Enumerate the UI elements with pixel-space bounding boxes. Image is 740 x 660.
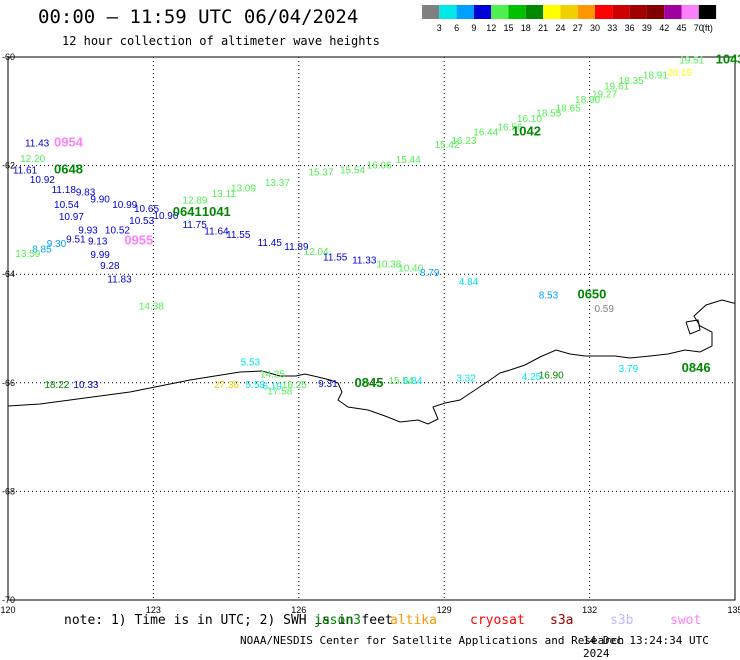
wave-height-label: 9.51 [66,235,86,246]
wave-height-label: 9.90 [90,195,110,206]
wave-height-label: 17.58 [267,387,292,398]
pass-time-label: 1042 [512,124,541,139]
wave-height-label: 11.55 [323,253,348,264]
wave-height-label: 10.54 [54,200,79,211]
wave-height-label: 27.36 [214,380,239,391]
wave-height-label: 14.38 [139,301,164,312]
y-tick-label: -60 [2,52,15,62]
lat-lon-grid [8,57,735,600]
wave-height-label: 16.44 [473,128,498,139]
wave-height-label: 20.15 [667,68,692,79]
x-tick-label: 132 [582,605,597,615]
wave-height-label: 8.53 [539,291,559,302]
satellite-legend-item: s3a [550,613,573,628]
wave-height-label: 13.37 [265,178,290,189]
footer-timestamp: 14 Dec 13:24:34 UTC 2024 [583,634,740,660]
x-tick-label: 120 [0,605,15,615]
wave-height-label: 10.53 [129,216,154,227]
wave-height-label: 16.06 [367,160,392,171]
wave-height-label: 11.33 [352,255,377,266]
wave-height-label: 10.33 [73,380,98,391]
wave-height-label: 11.18 [52,185,77,196]
footer-credit: NOAA/NESDIS Center for Satellite Applica… [240,634,624,647]
wave-height-label: 9.31 [318,379,338,390]
pass-time-label: 0648 [54,162,83,177]
pass-time-label: 0846 [682,360,711,375]
satellite-legend-item: jason3 [314,613,361,628]
wave-height-label: 6.84 [403,376,423,387]
wave-height-label: 9.13 [88,236,108,247]
satellite-legend-item: swot [670,613,701,628]
wave-height-label: 4.84 [459,277,479,288]
y-tick-label: -68 [2,486,15,496]
wave-height-label: 14.25 [260,369,285,380]
wave-height-label: 18.35 [619,76,644,87]
wave-height-label: 18.91 [643,71,668,82]
wave-height-label: 11.83 [107,274,132,285]
wave-height-label: 8.79 [420,268,440,279]
pass-time-label: 0845 [355,375,384,390]
wave-height-label: 16.90 [539,370,564,381]
wave-height-label: 13.59 [15,249,40,260]
y-tick-label: -66 [2,378,15,388]
pass-time-label: 0955 [124,232,153,247]
wave-height-label: 3.79 [619,364,639,375]
pass-time-label: 0641 [173,204,202,219]
y-tick-label: -70 [2,595,15,605]
x-tick-label: 135 [727,605,740,615]
wave-height-label: 3.32 [456,374,476,385]
wave-height-label: 19.51 [679,56,704,67]
wave-height-label: 15.37 [308,167,333,178]
satellite-legend-item: cryosat [470,613,525,628]
y-tick-label: -64 [2,269,15,279]
wave-height-label: 13.09 [231,184,256,195]
wave-height-label: 10.97 [59,212,84,223]
wave-height-label: 11.55 [226,230,251,241]
antarctic-coastline [8,300,735,424]
wave-height-label: 12.20 [20,154,45,165]
pass-time-label: 1041 [202,204,231,219]
pass-time-label: 0954 [54,135,84,150]
satellite-legend-item: altika [390,613,437,628]
wave-height-label: 5.53 [241,357,261,368]
wave-height-label: 15.44 [396,155,421,166]
wave-height-label: 0.59 [594,304,614,315]
wave-height-label: 11.45 [258,238,283,249]
axis-tick-labels: 120 123 126 129 132 135 -60 -62 -64 -66 -68 -70 [0,52,740,615]
wave-height-label: 9.99 [90,250,110,261]
wave-height-label: 15.54 [340,166,365,177]
x-tick-label: 129 [437,605,452,615]
pass-time-label: 0650 [577,287,606,302]
pass-time-label: 1043 [716,52,740,67]
satellite-legend-item: s3b [610,613,633,628]
wave-height-label: 9.28 [100,261,120,272]
wave-height-label: 11.43 [25,139,50,150]
wave-height-label: 18.22 [44,380,69,391]
